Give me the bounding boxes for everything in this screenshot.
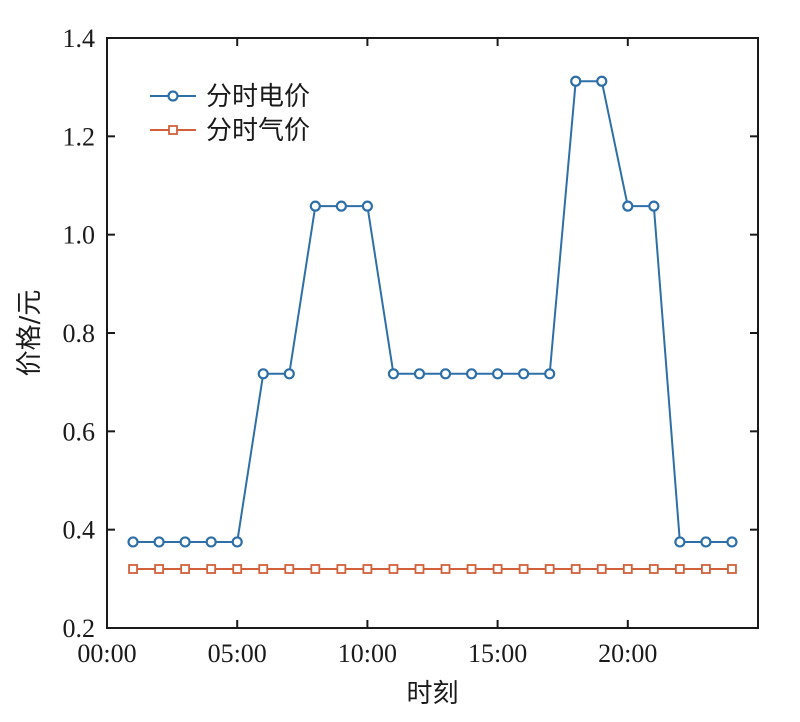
data-point	[257, 368, 269, 380]
data-point	[335, 200, 347, 212]
data-point	[180, 564, 191, 574]
data-point	[544, 564, 555, 574]
data-point	[518, 368, 530, 380]
data-point	[440, 564, 451, 574]
data-point	[231, 536, 243, 548]
data-point	[570, 75, 582, 87]
y-tick-label: 1.2	[63, 122, 96, 151]
data-point	[414, 564, 425, 574]
x-tick-label: 15:00	[468, 639, 527, 668]
data-point	[362, 564, 373, 574]
series-1	[127, 75, 738, 548]
legend-marker	[167, 90, 179, 102]
data-point	[648, 564, 659, 574]
data-point	[466, 564, 477, 574]
legend-label: 分时电价	[206, 82, 310, 112]
data-point	[361, 200, 373, 212]
data-point	[622, 200, 634, 212]
data-point	[674, 564, 685, 574]
series-2	[128, 564, 737, 574]
data-point	[726, 536, 738, 548]
data-point	[492, 564, 503, 574]
data-point	[310, 564, 321, 574]
data-point	[544, 368, 556, 380]
data-point	[127, 536, 139, 548]
series-line	[133, 80, 732, 543]
data-point	[413, 368, 426, 380]
y-axis-label: 价格/元	[15, 290, 45, 377]
data-point	[596, 75, 608, 87]
data-point	[465, 368, 478, 380]
data-point	[232, 564, 243, 574]
data-point	[128, 564, 138, 574]
data-point	[258, 564, 269, 574]
x-tick-label: 10:00	[338, 639, 397, 668]
y-tick-label: 0.2	[63, 614, 96, 643]
data-point	[701, 564, 711, 574]
data-point	[700, 536, 712, 548]
x-tick-label: 00:00	[77, 639, 136, 668]
legend-marker	[168, 125, 178, 135]
data-point	[179, 536, 191, 548]
data-point	[492, 368, 504, 380]
data-point	[309, 200, 321, 212]
plot-area	[127, 75, 738, 574]
y-tick-label: 0.6	[63, 417, 96, 446]
y-tick-label: 0.4	[63, 516, 96, 545]
data-point	[284, 564, 295, 574]
data-point	[596, 564, 607, 574]
y-tick-label: 1.4	[63, 24, 96, 53]
y-tick-label: 1.0	[63, 221, 96, 250]
data-point	[727, 564, 737, 574]
data-point	[153, 536, 165, 548]
data-point	[387, 368, 400, 380]
y-tick-label: 0.8	[63, 319, 96, 348]
data-point	[570, 564, 581, 574]
data-point	[622, 564, 633, 574]
data-point	[439, 368, 452, 380]
data-point	[336, 564, 347, 574]
data-point	[674, 536, 686, 548]
data-point	[648, 200, 660, 212]
plot-frame	[106, 37, 759, 629]
axes: 00:00 05:00 10:00 15:00 20:00 0.2 0.4 0.6 0.8 1.0…	[63, 24, 758, 668]
x-tick-label: 05:00	[208, 639, 267, 668]
data-point	[205, 536, 217, 548]
data-point	[388, 564, 399, 574]
x-tick-label: 20:00	[598, 639, 657, 668]
data-point	[518, 564, 529, 574]
data-point	[206, 564, 217, 574]
x-axis-label: 时刻	[406, 679, 458, 709]
data-point	[283, 368, 295, 380]
data-point	[154, 564, 164, 574]
legend-label: 分时气价	[206, 116, 310, 146]
